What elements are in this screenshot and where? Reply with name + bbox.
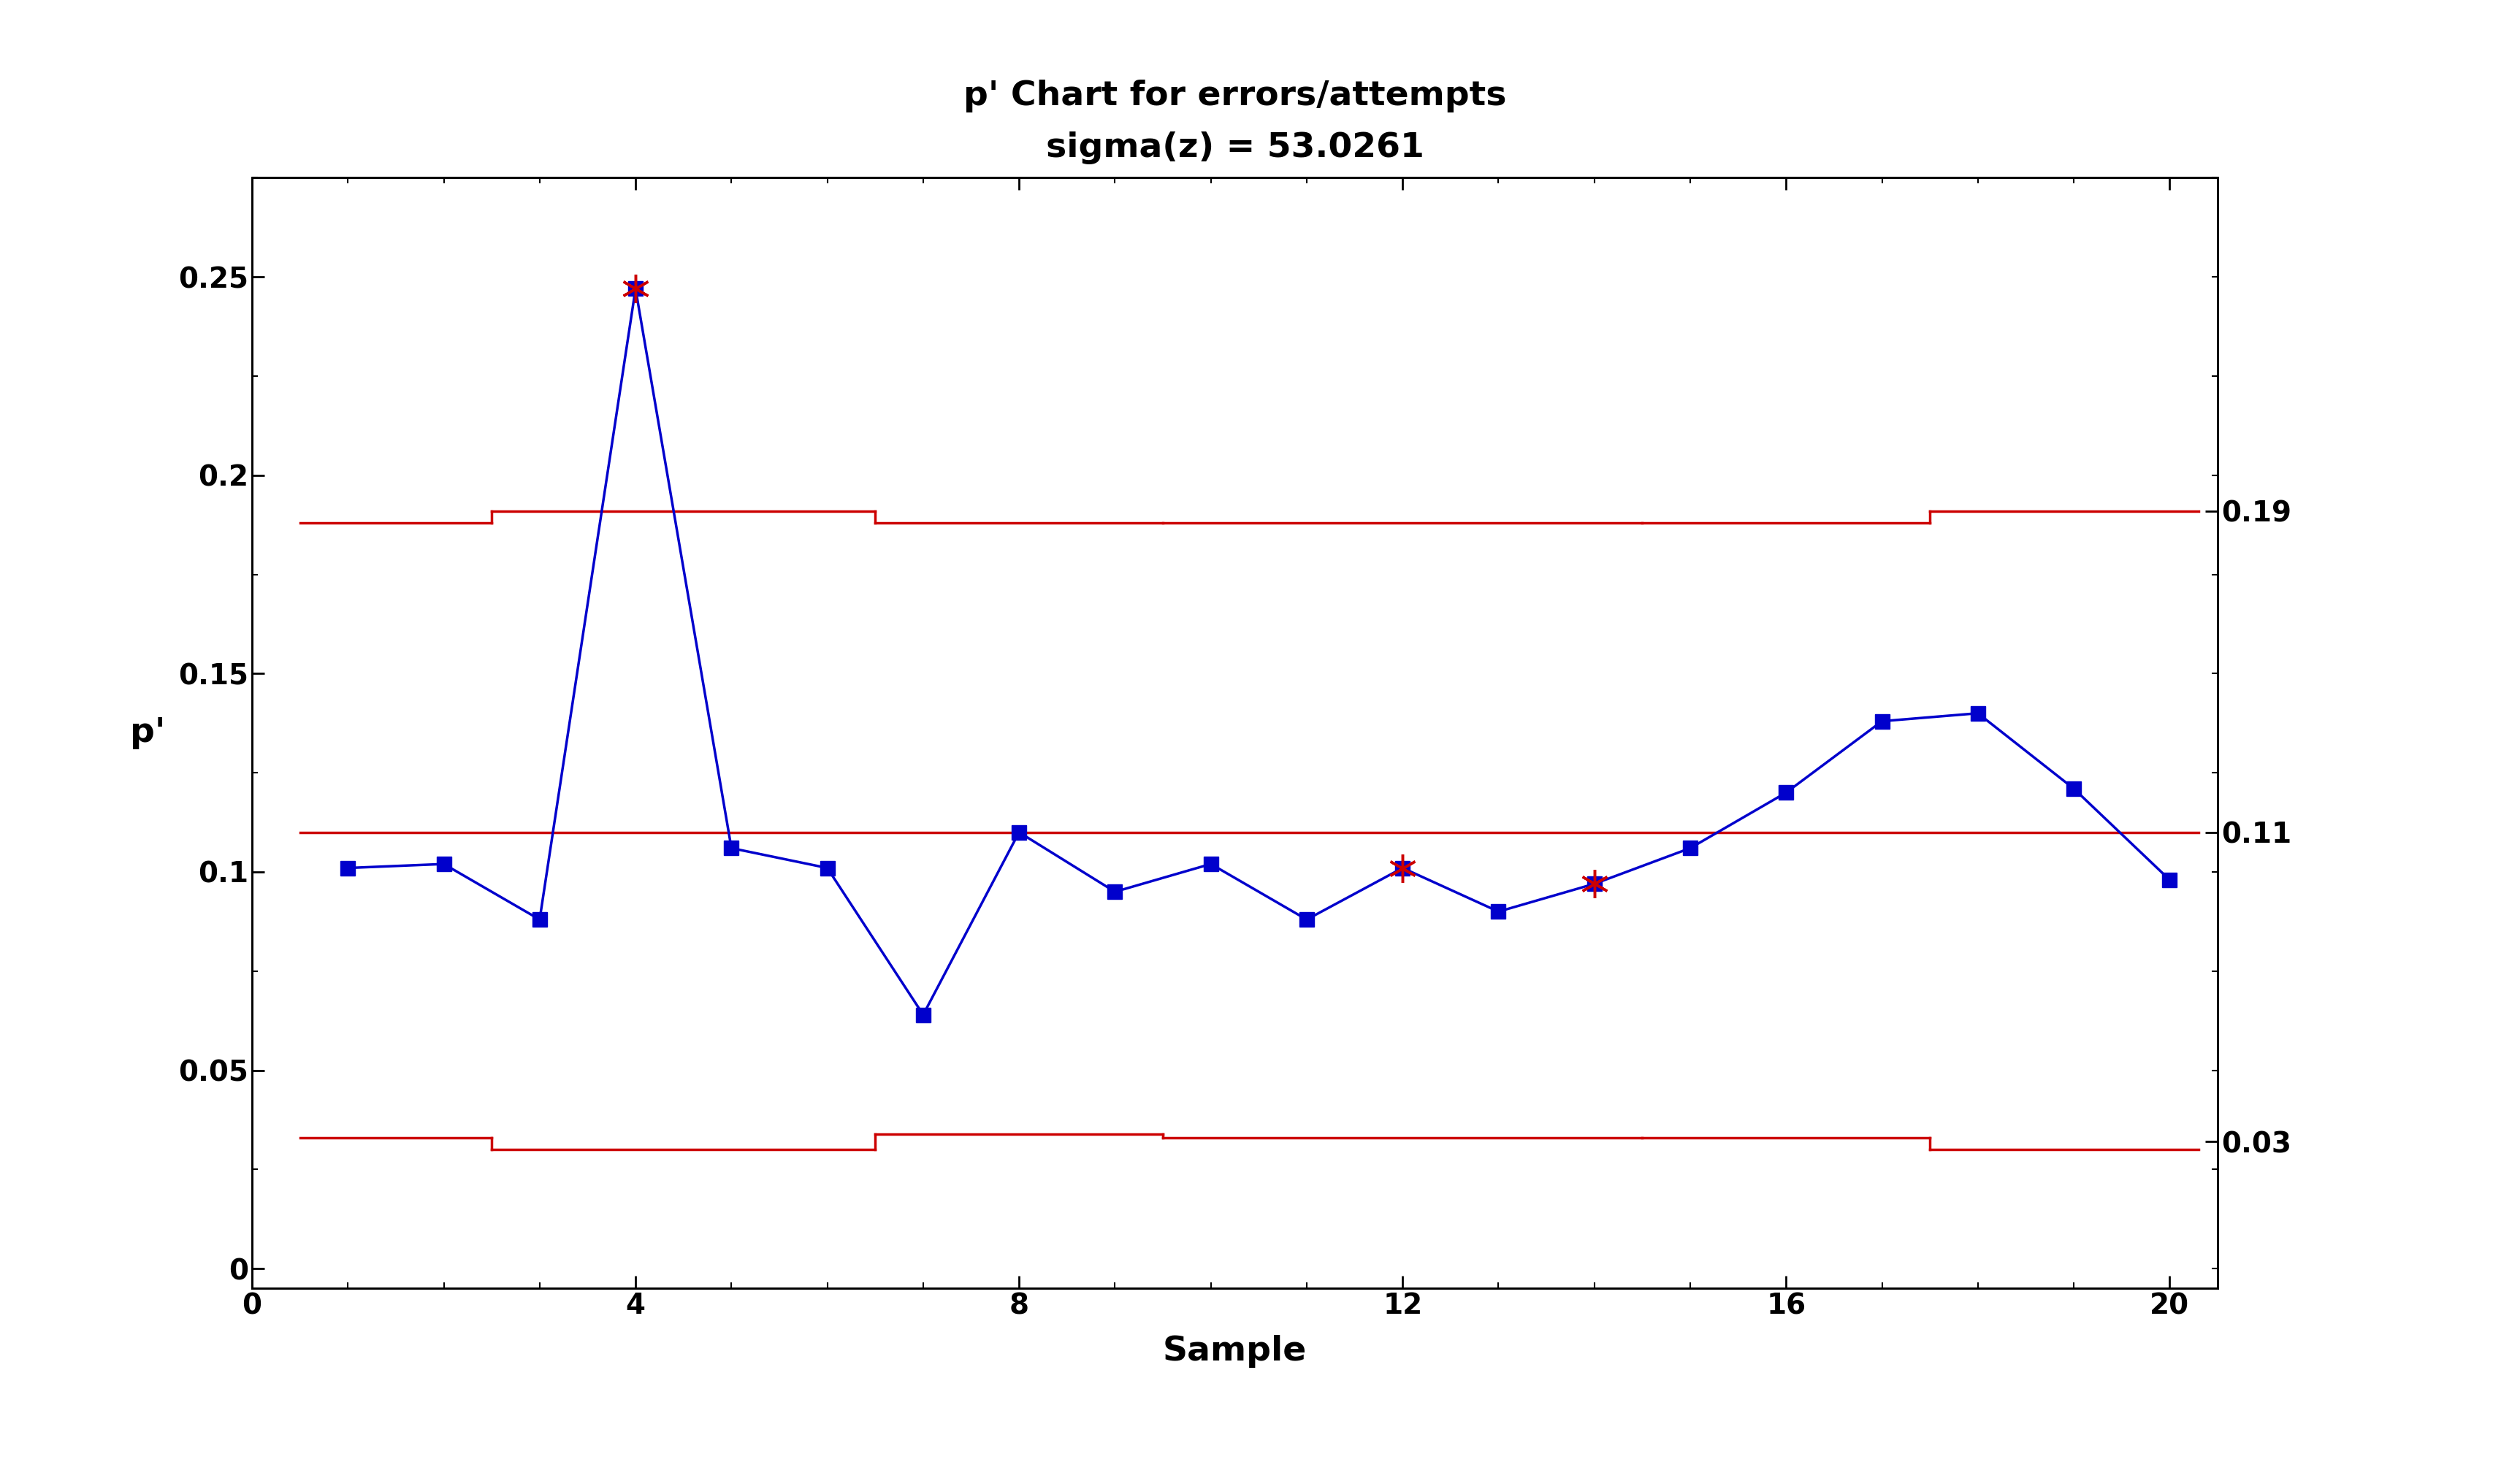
Y-axis label: p': p' xyxy=(131,717,166,749)
Text: sigma(z) = 53.0261: sigma(z) = 53.0261 xyxy=(1046,132,1424,164)
Text: p' Chart for errors/attempts: p' Chart for errors/attempts xyxy=(963,80,1507,113)
X-axis label: Sample: Sample xyxy=(1162,1334,1308,1368)
